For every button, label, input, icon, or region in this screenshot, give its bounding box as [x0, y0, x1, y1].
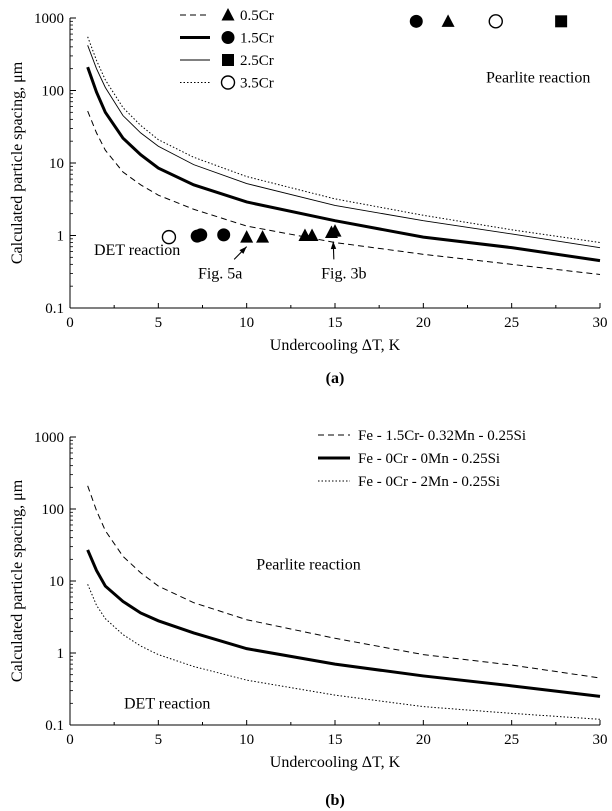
data-point-square — [555, 15, 568, 28]
panel-label: (a) — [326, 370, 345, 387]
annotation-arrow-head — [239, 246, 247, 254]
y-axis-title: Calculated particle spacing, μm — [9, 479, 26, 682]
x-tick-label: 20 — [416, 315, 431, 331]
data-point-circle — [194, 228, 208, 242]
y-tick-label: 0.1 — [45, 718, 64, 734]
x-tick-label: 20 — [416, 732, 431, 748]
y-tick-label: 10 — [49, 574, 64, 590]
legend-marker-2 — [221, 31, 235, 44]
y-tick-label: 10 — [49, 156, 64, 172]
legend-label-1: Fe - 1.5Cr- 0.32Mn - 0.25Si — [358, 428, 526, 444]
data-point-circle — [217, 228, 231, 242]
data-point-triangle — [441, 14, 455, 27]
x-tick-label: 10 — [239, 315, 254, 331]
x-tick-label: 25 — [504, 732, 519, 748]
y-tick-label: 100 — [42, 84, 65, 100]
y-tick-label: 1 — [57, 229, 65, 245]
legend-label-4: 3.5Cr — [240, 76, 274, 92]
y-tick-label: 1 — [57, 646, 65, 662]
x-tick-label: 25 — [504, 315, 519, 331]
legend-label-2: Fe - 0Cr - 0Mn - 0.25Si — [358, 451, 500, 467]
y-axis-title: Calculated particle spacing, μm — [9, 61, 26, 264]
x-tick-label: 10 — [239, 732, 254, 748]
x-axis-title: Undercooling ΔT, K — [270, 337, 401, 354]
series-line-4 — [87, 36, 601, 244]
panel-label: (b) — [325, 792, 345, 809]
data-point-triangle — [240, 230, 254, 243]
x-tick-label: 15 — [328, 732, 343, 748]
x-tick-label: 5 — [155, 732, 163, 748]
data-point-triangle — [328, 224, 342, 237]
annotation-label: Fig. 3b — [321, 265, 366, 282]
annotation-label: Fig. 5a — [198, 265, 242, 282]
y-tick-label: 1000 — [34, 430, 64, 446]
series-line-1 — [87, 110, 601, 275]
x-tick-label: 0 — [66, 732, 74, 748]
series-line-2 — [86, 549, 601, 698]
legend-marker-3 — [222, 54, 234, 66]
legend-marker-1 — [221, 8, 235, 21]
data-point-triangle — [305, 228, 319, 241]
y-tick-label: 0.1 — [45, 301, 64, 317]
series-line-2 — [86, 66, 601, 263]
data-point-open-circle — [161, 229, 177, 245]
legend-label-2: 1.5Cr — [240, 31, 274, 47]
x-axis-title: Undercooling ΔT, K — [270, 754, 401, 771]
annotation-label: Pearlite reaction — [486, 70, 590, 87]
x-tick-label: 0 — [66, 315, 74, 331]
x-tick-label: 15 — [328, 315, 343, 331]
annotation-label: DET reaction — [94, 242, 180, 259]
y-tick-label: 1000 — [34, 11, 64, 27]
legend-label-1: 0.5Cr — [240, 8, 274, 24]
chart-panel-a: 0 5 10 15 20 25 30 0.1 1 10 100 1000 Undercooling ΔT… — [9, 8, 608, 387]
x-tick-label: 30 — [593, 732, 608, 748]
series-line-3 — [87, 45, 601, 249]
series-line-3 — [87, 584, 601, 720]
chart-panel-b: 0 5 10 15 20 25 30 0.1 1 10 100 1000 Undercooling ΔT… — [9, 428, 608, 809]
annotation-label: DET reaction — [124, 695, 210, 712]
data-point-open-circle — [488, 14, 503, 29]
y-tick-label: 100 — [42, 502, 65, 518]
x-tick-label: 5 — [155, 315, 163, 331]
series-line-1 — [87, 485, 601, 679]
legend-label-3: Fe - 0Cr - 2Mn - 0.25Si — [358, 474, 500, 490]
data-point-circle — [409, 14, 423, 28]
legend-marker-4 — [220, 75, 236, 90]
annotation-arrow-head — [330, 241, 337, 250]
x-tick-label: 30 — [593, 315, 608, 331]
annotation-label: Pearlite reaction — [256, 556, 360, 573]
legend-label-3: 2.5Cr — [240, 53, 274, 69]
data-point-triangle — [256, 230, 270, 243]
